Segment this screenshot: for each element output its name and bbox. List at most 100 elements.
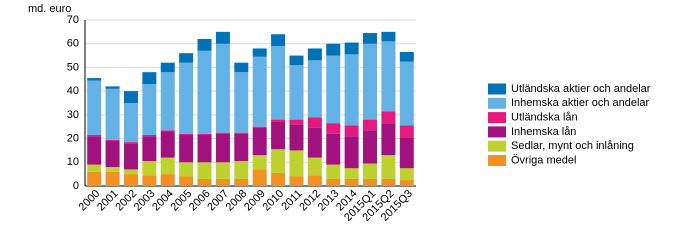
bar-segment xyxy=(105,167,120,172)
bar-segment xyxy=(179,162,194,177)
bar-segment xyxy=(234,178,249,186)
bar-segment xyxy=(142,136,157,162)
bar-segment xyxy=(87,136,102,165)
bar-segment xyxy=(252,48,267,57)
bar-segment xyxy=(215,178,230,186)
bar-segment xyxy=(271,46,286,120)
bar-segment xyxy=(234,132,249,134)
legend-swatch xyxy=(488,155,506,166)
legend-swatch xyxy=(488,83,506,95)
bar-segment xyxy=(271,119,286,122)
bar-segment xyxy=(123,169,138,175)
bar-segment xyxy=(105,139,120,141)
bar-segment xyxy=(363,178,378,186)
y-tick-label: 70 xyxy=(67,14,79,26)
bar-segment xyxy=(87,80,102,136)
bar-segment xyxy=(123,91,138,103)
legend-label: Utländska aktier och andelar xyxy=(511,83,651,95)
bar-segment xyxy=(271,172,286,186)
y-tick-label: 60 xyxy=(67,38,79,50)
legend-label: Utländska lån xyxy=(511,112,578,124)
bar-segment xyxy=(363,163,378,179)
bar-segment xyxy=(252,169,267,186)
bar-segment xyxy=(160,131,175,158)
bar-segment xyxy=(326,133,341,165)
legend-label: Sedlar, mynt och inlåning xyxy=(511,140,634,152)
bar-segment xyxy=(252,127,267,156)
bar-segment xyxy=(234,133,249,162)
legend-label: Inhemska aktier och andelar xyxy=(511,97,650,109)
bar-segment xyxy=(87,171,102,186)
bar-segment xyxy=(289,55,304,66)
bar-segment xyxy=(252,155,267,170)
bar-segment xyxy=(307,175,322,186)
bar-segment xyxy=(197,50,212,134)
bar-segment xyxy=(160,157,175,175)
bar-segment xyxy=(344,42,359,55)
bar-segment xyxy=(363,119,378,131)
bar-segment xyxy=(123,143,138,170)
bar-segment xyxy=(142,175,157,186)
bar-segment xyxy=(344,136,359,169)
bar-segment xyxy=(289,65,304,120)
bar-segment xyxy=(123,174,138,186)
bar-segment xyxy=(215,31,230,44)
bar-segment xyxy=(142,72,157,85)
bar-segment xyxy=(344,54,359,126)
bar-segment xyxy=(399,52,414,62)
bar-segment xyxy=(87,135,102,137)
bar-segment xyxy=(289,150,304,177)
bar-segment xyxy=(87,164,102,172)
bar-segment xyxy=(123,103,138,143)
bar-segment xyxy=(197,135,212,163)
y-tick-label: 30 xyxy=(67,109,79,121)
bar-segment xyxy=(197,178,212,186)
bar-segment xyxy=(215,132,230,134)
bar-segment xyxy=(105,171,120,186)
bar-segment xyxy=(271,34,286,47)
bar-segment xyxy=(197,162,212,179)
bar-segment xyxy=(363,43,378,120)
bar-segment xyxy=(307,157,322,176)
bar-segment xyxy=(271,121,286,150)
bar-segment xyxy=(215,133,230,163)
bar-segment xyxy=(326,123,341,134)
legend-swatch xyxy=(488,140,506,152)
bar-segment xyxy=(160,130,175,132)
bar-segment xyxy=(381,123,396,156)
bar-segment xyxy=(142,84,157,136)
bar-segment xyxy=(179,133,194,136)
bar-segment xyxy=(160,174,175,186)
bar-segment xyxy=(289,176,304,186)
bar-segment xyxy=(142,161,157,176)
y-tick-label: 0 xyxy=(73,180,79,192)
bar-segment xyxy=(179,135,194,163)
legend-label: Inhemska lån xyxy=(511,126,576,138)
bar-segment xyxy=(142,135,157,137)
bar-segment xyxy=(123,142,138,144)
bar-segment xyxy=(271,149,286,173)
bar-segment xyxy=(326,55,341,124)
y-tick-label: 50 xyxy=(67,61,79,73)
bar-segment xyxy=(197,133,212,136)
bar-segment xyxy=(179,62,194,134)
bar-segment xyxy=(234,72,249,133)
bar-segment xyxy=(363,130,378,164)
bar-segment xyxy=(252,126,267,128)
bar-segment xyxy=(215,162,230,179)
bar-segment xyxy=(344,168,359,179)
bar-segment xyxy=(105,140,120,168)
bar-segment xyxy=(215,43,230,133)
legend-label: Övriga medel xyxy=(511,154,576,166)
bar-segment xyxy=(234,161,249,179)
bar-segment xyxy=(105,88,120,140)
bar-segment xyxy=(289,119,304,125)
bar-segment xyxy=(252,56,267,127)
bar-segment xyxy=(197,38,212,51)
bar-segment xyxy=(307,127,322,158)
bar-segment xyxy=(399,61,414,126)
legend-swatch xyxy=(488,126,506,138)
y-tick-label: 20 xyxy=(67,132,79,144)
bar-segment xyxy=(179,176,194,186)
